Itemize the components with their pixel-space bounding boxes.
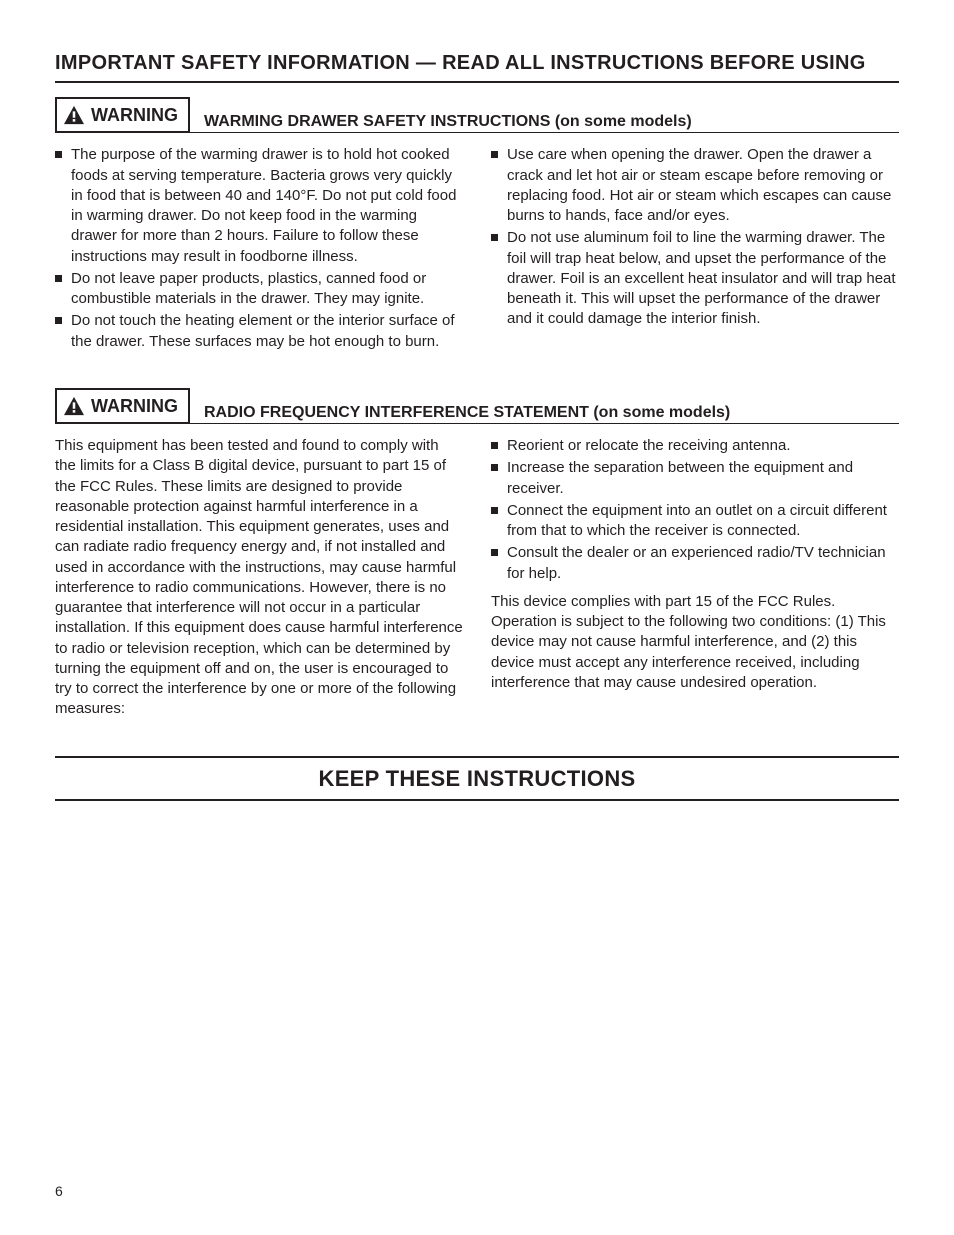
list-item: The purpose of the warming drawer is to … xyxy=(55,145,463,267)
rf-right-note: This device complies with part 15 of the… xyxy=(491,592,899,693)
page-title: IMPORTANT SAFETY INFORMATION — READ ALL … xyxy=(55,50,899,77)
keep-instructions: KEEP THESE INSTRUCTIONS xyxy=(55,756,899,802)
list-item: Reorient or relocate the receiving anten… xyxy=(491,436,899,456)
warning-triangle-icon xyxy=(63,396,85,416)
rf-columns: This equipment has been tested and found… xyxy=(55,436,899,722)
warming-right-col: Use care when opening the drawer. Open t… xyxy=(491,145,899,354)
rf-right-col: Reorient or relocate the receiving anten… xyxy=(491,436,899,722)
list-item: Increase the separation between the equi… xyxy=(491,458,899,499)
section-title: WARMING DRAWER SAFETY INSTRUCTIONS (on s… xyxy=(204,111,692,133)
list-item: Consult the dealer or an experienced rad… xyxy=(491,543,899,584)
rf-left-paragraph: This equipment has been tested and found… xyxy=(55,436,463,720)
list-item: Do not use aluminum foil to line the war… xyxy=(491,228,899,329)
warming-left-col: The purpose of the warming drawer is to … xyxy=(55,145,463,354)
rf-section: WARNING RADIO FREQUENCY INTERFERENCE STA… xyxy=(55,388,899,722)
warming-columns: The purpose of the warming drawer is to … xyxy=(55,145,899,354)
warning-label: WARNING xyxy=(91,103,178,127)
warning-triangle-icon xyxy=(63,105,85,125)
section-title: RADIO FREQUENCY INTERFERENCE STATEMENT (… xyxy=(204,402,730,424)
page-header: IMPORTANT SAFETY INFORMATION — READ ALL … xyxy=(55,50,899,83)
keep-title: KEEP THESE INSTRUCTIONS xyxy=(55,756,899,802)
list-item: Do not touch the heating element or the … xyxy=(55,311,463,352)
list-item: Do not leave paper products, plastics, c… xyxy=(55,269,463,310)
warning-box: WARNING xyxy=(55,97,190,133)
warning-box: WARNING xyxy=(55,388,190,424)
warning-label: WARNING xyxy=(91,394,178,418)
rf-left-col: This equipment has been tested and found… xyxy=(55,436,463,722)
list-item: Use care when opening the drawer. Open t… xyxy=(491,145,899,226)
list-item: Connect the equipment into an outlet on … xyxy=(491,501,899,542)
page-number: 6 xyxy=(55,1182,63,1201)
section-header: WARNING RADIO FREQUENCY INTERFERENCE STA… xyxy=(55,388,899,424)
warming-drawer-section: WARNING WARMING DRAWER SAFETY INSTRUCTIO… xyxy=(55,97,899,354)
section-header: WARNING WARMING DRAWER SAFETY INSTRUCTIO… xyxy=(55,97,899,133)
